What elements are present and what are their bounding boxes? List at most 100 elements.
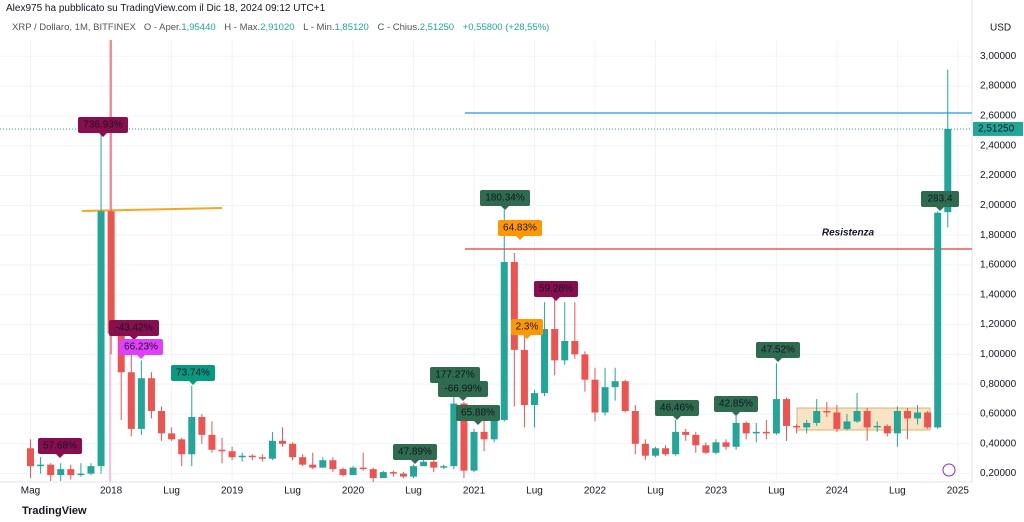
ohlc-label: H - Max. <box>224 22 261 33</box>
brand: TradingView <box>22 505 87 517</box>
candle-body <box>460 403 468 471</box>
y-tick-label: 1,60000 <box>980 260 1017 271</box>
candle-body <box>813 411 821 423</box>
candle-body <box>228 451 236 458</box>
x-tick-label: Lug <box>284 486 301 497</box>
candle-body <box>662 448 670 455</box>
annotation-box <box>430 367 480 383</box>
candle-body <box>399 473 407 477</box>
annotation-label: 283.4 <box>927 194 952 205</box>
candle-body <box>440 466 448 468</box>
y-tick-label: 1,20000 <box>980 319 1017 330</box>
candle-body <box>490 419 498 440</box>
flash-icon <box>942 463 956 477</box>
y-tick-label: 0,20000 <box>980 468 1017 479</box>
candle-body <box>178 439 186 455</box>
annotation-box <box>119 339 163 355</box>
last-price-tag <box>973 121 1023 136</box>
candle-body <box>611 381 619 388</box>
annotation-box <box>498 220 542 236</box>
ohlc-label: L - Min. <box>303 22 335 33</box>
candle-body <box>893 411 901 434</box>
y-tick-label: 1,80000 <box>980 230 1017 241</box>
y-tick-label: 2,00000 <box>980 200 1017 211</box>
y-tick-label: 0,60000 <box>980 409 1017 420</box>
candle-body <box>289 443 297 458</box>
y-tick-label: 0,40000 <box>980 438 1017 449</box>
annotation-box <box>511 319 543 335</box>
candle-body <box>621 381 629 412</box>
candle-body <box>389 472 397 474</box>
candle-body <box>561 340 569 361</box>
candle-body <box>168 433 176 440</box>
ohlc-label: C - Chius. <box>377 22 420 33</box>
candle-body <box>27 448 34 467</box>
candle-body <box>914 412 922 419</box>
annotation-label: 46.46% <box>660 403 694 414</box>
annotation-label: -43.42% <box>115 323 152 334</box>
candle-body <box>97 211 105 467</box>
annotation-pointer <box>732 412 740 416</box>
candle-body <box>238 455 246 458</box>
annotation-pointer <box>936 207 944 211</box>
annotation-box <box>38 438 82 454</box>
candle-body <box>833 412 841 429</box>
x-tick-label: Lug <box>768 486 785 497</box>
annotation-pointer <box>552 297 560 301</box>
candle-body <box>369 469 377 479</box>
x-tick-label: Lug <box>163 486 180 497</box>
candle-body <box>742 422 750 434</box>
candle-body <box>299 457 307 465</box>
candle-body <box>541 329 549 394</box>
candle-body <box>641 443 649 456</box>
candle-body <box>873 425 881 428</box>
resistance-label: Resistenza <box>822 228 875 239</box>
candle-body <box>531 393 538 406</box>
candle-body <box>107 211 115 334</box>
candle-body <box>309 464 317 468</box>
candle-body <box>631 411 639 444</box>
candle-body <box>591 379 599 413</box>
candle-body <box>803 422 811 428</box>
candle-body <box>672 431 680 455</box>
candle-body <box>692 434 700 446</box>
candle-body <box>420 461 428 467</box>
candle-body <box>450 403 458 467</box>
annotation-pointer <box>130 336 138 340</box>
candle-body <box>581 354 589 380</box>
annotation-label: 47.52% <box>761 345 795 356</box>
annotation-pointer <box>137 355 145 359</box>
annotation-pointer <box>516 236 524 240</box>
change: +0,55800 (+28,55%) <box>462 22 550 33</box>
candle-body <box>198 416 206 435</box>
annotation-label: 66.23% <box>124 342 158 353</box>
candle-body <box>651 448 659 456</box>
candle-body <box>903 411 911 419</box>
candle-body <box>601 387 609 413</box>
candle-body <box>924 412 932 428</box>
x-tick-label: 2024 <box>826 486 849 497</box>
annotation-pointer <box>523 335 531 339</box>
symbol: XRP / Dollaro, 1M, BITFINEX <box>12 22 136 33</box>
candle-body <box>823 411 831 413</box>
ohlc-label: O - Aper. <box>143 22 182 33</box>
candle-body <box>218 449 226 452</box>
candle-body <box>339 469 347 476</box>
x-tick-label: 2022 <box>584 486 607 497</box>
trend-line <box>81 207 223 212</box>
x-tick-label: 2023 <box>705 486 728 497</box>
candle-body <box>712 442 720 453</box>
annotation-box <box>756 342 800 358</box>
candle-body <box>410 466 418 477</box>
publisher-line: Alex975 ha pubblicato su TradingView.com… <box>6 3 326 14</box>
candle-body <box>772 399 780 434</box>
annotation-pointer <box>673 416 681 420</box>
candle-body <box>510 261 518 350</box>
ohlc-value: 2,91020 <box>260 22 295 33</box>
candle-body <box>470 431 478 471</box>
annotation-box <box>78 117 128 133</box>
annotation-label: 2.3% <box>516 322 539 333</box>
candle-body <box>944 128 952 213</box>
candle-body <box>37 464 45 467</box>
